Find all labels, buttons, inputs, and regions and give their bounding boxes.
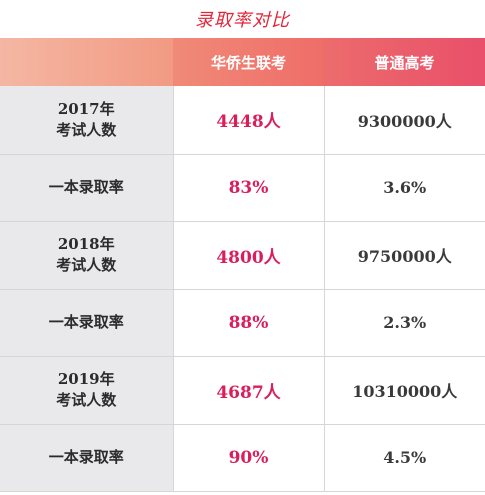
gaokao-value: 4.5% (324, 424, 485, 492)
table-row: 一本录取率 83% 3.6% (0, 154, 485, 222)
row-label-line1: 一本录取率 (48, 448, 124, 466)
row-label-line1: 2017年 (57, 99, 115, 118)
admission-comparison-table: 华侨生联考 普通高考 2017年 考试人数 4448人 9300000人 一本录… (0, 38, 485, 492)
header-huaqiao: 华侨生联考 (173, 38, 324, 86)
row-label: 一本录取率 (0, 289, 174, 357)
row-label: 2018年 考试人数 (0, 221, 174, 290)
header-gaokao: 普通高考 (324, 38, 485, 86)
row-label-line2: 考试人数 (56, 120, 117, 139)
table-row: 2019年 考试人数 4687人 10310000人 (0, 356, 485, 425)
row-label-line1: 2018年 (57, 235, 115, 253)
huaqiao-value: 90% (173, 424, 325, 492)
row-label-line2: 考试人数 (56, 256, 117, 274)
row-label: 一本录取率 (0, 424, 174, 492)
gaokao-value: 9750000人 (324, 221, 485, 290)
row-label-line1: 一本录取率 (48, 313, 124, 331)
row-label-line1: 一本录取率 (48, 178, 124, 196)
row-label: 2019年 考试人数 (0, 356, 174, 425)
huaqiao-value: 88% (173, 289, 325, 357)
huaqiao-value: 83% (173, 154, 325, 222)
gaokao-value: 10310000人 (324, 356, 485, 425)
table-row: 2018年 考试人数 4800人 9750000人 (0, 221, 485, 290)
table-row: 2017年 考试人数 4448人 9300000人 (0, 86, 485, 155)
gaokao-value: 3.6% (324, 154, 485, 222)
page-title: 录取率对比 (195, 10, 290, 31)
table-row: 一本录取率 90% 4.5% (0, 424, 485, 492)
table-header-row: 华侨生联考 普通高考 (0, 38, 485, 86)
row-label: 一本录取率 (0, 154, 174, 222)
huaqiao-value: 4448人 (173, 86, 325, 155)
row-label-line1: 2019年 (57, 370, 115, 388)
table-row: 一本录取率 88% 2.3% (0, 289, 485, 357)
header-empty-cell (0, 38, 173, 86)
gaokao-value: 9300000人 (324, 86, 485, 155)
gaokao-value: 2.3% (324, 289, 485, 357)
row-label-line2: 考试人数 (56, 391, 117, 409)
row-label: 2017年 考试人数 (0, 86, 174, 155)
huaqiao-value: 4800人 (173, 221, 325, 290)
huaqiao-value: 4687人 (173, 356, 325, 425)
